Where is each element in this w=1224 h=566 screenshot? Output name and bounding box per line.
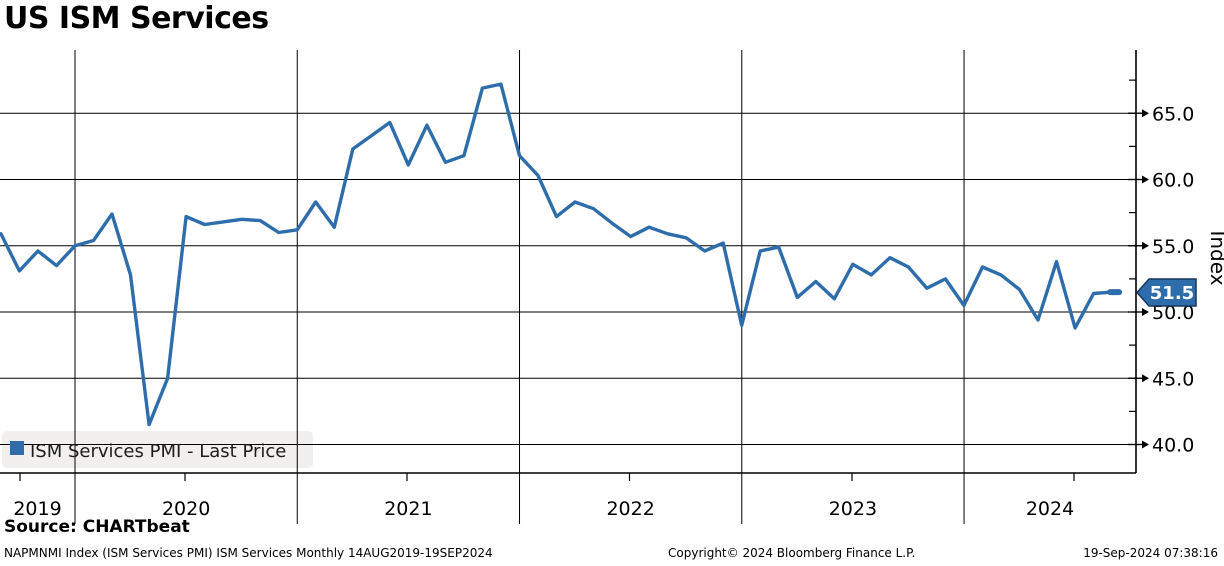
y-tick-arrow-icon (1142, 440, 1149, 449)
y-tick-arrow-icon (1142, 241, 1149, 250)
y-tick-arrow-icon (1142, 308, 1149, 316)
y-tick-label: 50.0 (1152, 302, 1194, 324)
y-tick-label: 55.0 (1152, 236, 1194, 258)
legend-swatch-icon (10, 441, 24, 455)
x-year-label: 2023 (829, 498, 877, 520)
tick-label-layer: 65.0 60.0 55.0 50.0 45.0 40.0 2019 2020 2021 2022… (13, 103, 1194, 520)
last-price-value: 51.5 (1150, 283, 1194, 304)
timestamp: 19-Sep-2024 07:38:16 (1083, 546, 1218, 560)
y-tick-arrow-icon (1142, 374, 1149, 383)
line-layer[interactable] (0, 82, 1123, 427)
grid-layer (0, 50, 1136, 473)
x-year-label: 2020 (162, 498, 210, 520)
y-tick-label: 45.0 (1152, 368, 1194, 390)
x-year-label: 2021 (384, 498, 432, 520)
x-year-label: 2019 (13, 498, 61, 520)
x-year-label: 2022 (606, 498, 654, 520)
y-tick-arrow-icon (1142, 109, 1149, 118)
y-tick-label: 65.0 (1152, 103, 1194, 125)
legend-box[interactable] (2, 431, 313, 468)
axis-layer (0, 50, 1149, 524)
source-label: Source: CHARTbeat (4, 517, 190, 537)
page-title: US ISM Services (4, 1, 269, 36)
copyright-notice: Copyright© 2024 Bloomberg Finance L.P. (668, 546, 916, 560)
y-tick-label: 40.0 (1152, 435, 1194, 457)
y-axis-title: Index (1206, 230, 1224, 285)
x-year-label: 2024 (1026, 498, 1074, 520)
ticker-description: NAPMNMI Index (ISM Services PMI) ISM Ser… (4, 546, 493, 560)
last-price-tag[interactable]: 51.5 (1135, 278, 1197, 307)
pmi-line-series[interactable] (0, 82, 1114, 427)
legend-label[interactable]: ISM Services PMI - Last Price (30, 441, 286, 462)
y-tick-label: 60.0 (1152, 170, 1194, 192)
y-tick-arrow-icon (1142, 175, 1149, 184)
last-price-tag-shape (1135, 278, 1197, 307)
